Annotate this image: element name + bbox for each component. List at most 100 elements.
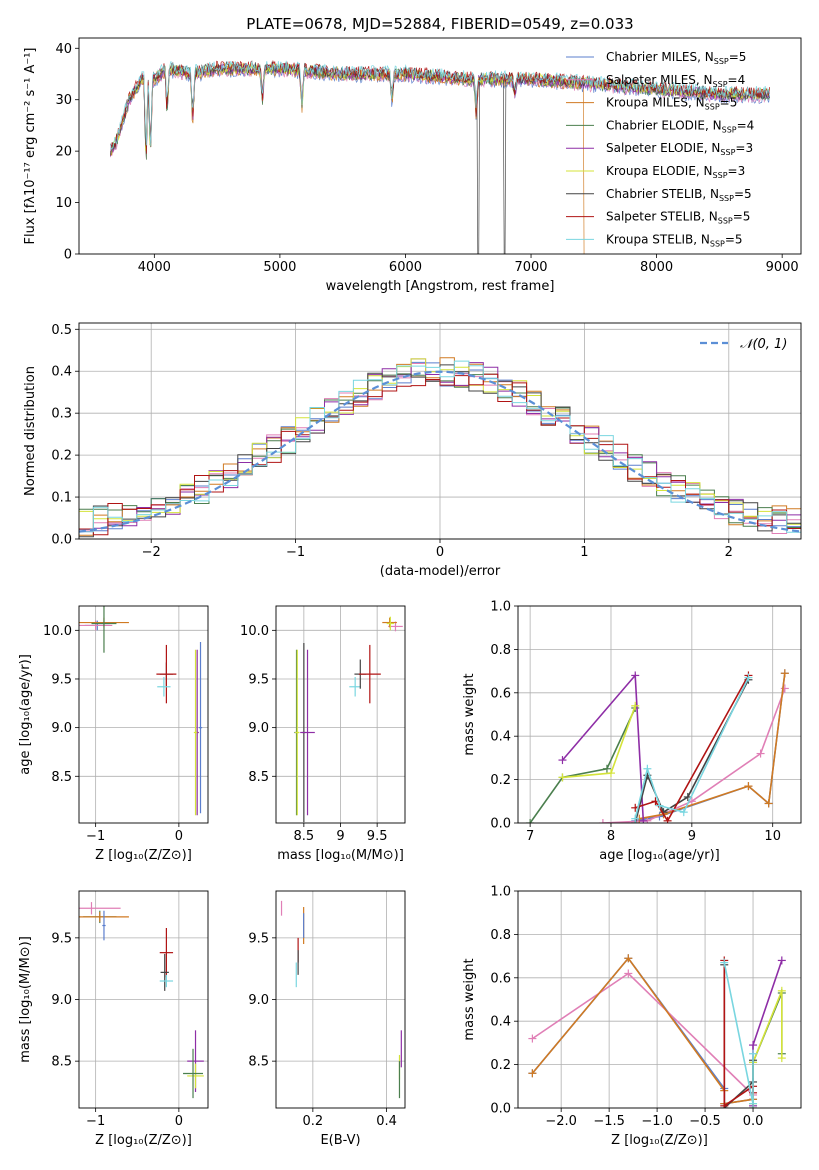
tick-label-x: −0.5 [689,1114,721,1129]
legend-label: Salpeter MILES, NSSP=4 [606,73,745,89]
weight-line-series-3 [529,707,636,823]
legend-label-sub: SSP [705,103,720,112]
errorbar-point [160,953,169,991]
tick-label-y: 0.6 [490,971,511,986]
tick-label-x: 8 [607,829,615,844]
tick-label-x: 0.4 [376,1114,397,1129]
legend-label-prefix: Kroupa STELIB, N [606,232,710,246]
tick-label-y: 9.0 [248,721,269,736]
legend-label-suffix: =5 [725,232,743,246]
legend-label-sub: SSP [713,80,728,89]
tick-label-x: 0 [175,829,183,844]
axis-label-y: Normed distribution [23,366,38,496]
tick-label-y: 0.2 [51,449,72,464]
legend-label-prefix: Chabrier ELODIE, N [606,118,722,132]
tick-label-y: 30 [55,93,72,108]
axis-label-y: mass [log₁₀(M/M⊙)] [18,936,33,1063]
weight-marker [631,814,640,823]
legend-label-sub: SSP [722,125,737,134]
axis-label-y: mass weight [462,958,477,1040]
weight-marker [643,764,652,773]
tick-label-x: 7 [526,829,534,844]
axis-label-x: (data-model)/error [380,564,501,579]
legend-label: Salpeter ELODIE, NSSP=3 [606,141,753,157]
axis-label-x: wavelength [Angstrom, rest frame] [326,279,555,294]
tick-label-y: 0 [64,248,72,263]
plot-area [79,357,801,539]
legend-label-prefix: Chabrier MILES, N [606,50,714,64]
weight-marker [720,958,729,967]
errorbar-point [183,1048,204,1099]
tick-label-y: 0.2 [490,1058,511,1073]
legend-label-suffix: =5 [733,210,751,224]
legend-label-suffix: =5 [734,187,752,201]
axes-mass_weight_vs_z: −2.0 −1.5 −1.0 −0.5 0.0 0.0 0.2 0.4 0.6 0.8 1.0 Z [… [462,885,802,1148]
axis-label-x: Z [log₁₀(Z/Z⊙)] [611,1133,708,1148]
tick-label-y: 0.8 [490,928,511,943]
weight-marker [777,986,786,995]
tick-label-y: 9.0 [51,721,72,736]
axes-residual_histogram: −2 −1 0 1 2 0.0 0.1 0.2 0.3 0.4 0.5 (data-model)/er… [23,322,802,579]
axis-label-x: age [log₁₀(age/yr)] [599,848,720,863]
errorbar-point [198,642,203,814]
tick-label-y: 0.4 [490,1015,511,1030]
axes-mass_vs_ebv: 0.2 0.4 8.5 9.0 9.5 E(B-V) [248,890,406,1148]
legend-label: Chabrier MILES, NSSP=5 [606,50,746,66]
tick-label-y: 1.0 [490,600,511,615]
tick-label-x: 0.2 [303,1114,324,1129]
tick-label-x: 8.5 [294,829,315,844]
tick-label-x: 0 [175,1114,183,1129]
tick-label-y: 10.0 [43,624,72,639]
weight-marker [639,816,648,823]
legend-label-prefix: Chabrier STELIB, N [606,187,719,201]
errorbar-point [79,902,121,915]
legend-label-suffix: =4 [737,118,755,132]
legend-label: Kroupa MILES, NSSP=5 [606,96,737,112]
tick-label-x: −2.0 [545,1114,577,1129]
legend-label-suffix: =3 [735,141,753,155]
weight-marker [558,773,567,782]
weight-line-series-7 [634,675,750,823]
errorbar-point [159,927,174,978]
weight-marker [598,819,607,823]
errorbar-point [386,616,395,631]
tick-label-y: 10 [55,196,72,211]
tick-label-y: 1.0 [490,885,511,900]
axis-label-x: mass [log₁₀(M/M⊙)] [277,848,404,863]
tick-label-x: 9.5 [367,829,388,844]
tick-label-x: −1 [286,545,305,560]
histogram-series-8 [79,360,801,539]
errorbar-point [102,910,106,941]
weight-marker [777,1054,786,1063]
tick-label-x: 9 [688,829,696,844]
plot-area [294,616,403,823]
errorbar-point [159,974,174,988]
legend-label: Salpeter STELIB, NSSP=5 [606,210,750,226]
axis-label-x: Z [log₁₀(Z/Z⊙)] [95,1133,192,1148]
weight-marker [749,1099,758,1108]
plot-area [110,59,770,254]
tick-label-y: 9.0 [51,993,72,1008]
legend-label-prefix: Kroupa MILES, N [606,96,705,110]
plot-area [528,954,786,1108]
axes-mass_vs_z: −1 0 8.5 9.0 9.5 Z [log₁₀(Z/Z⊙)] mass [log₁₀(M… [18,890,209,1148]
axis-label-x: Z [log₁₀(Z/Z⊙)] [95,848,192,863]
tick-label-y: 0.1 [51,491,72,506]
tick-label-x: 8000 [640,260,673,275]
tick-label-y: 9.5 [51,931,72,946]
spectrum-line-series-8 [110,60,770,150]
axes-frame [78,37,802,255]
axes-frame [517,890,802,1109]
legend-label-sub: SSP [720,148,735,157]
weight-marker [624,954,633,963]
weight-marker [744,673,753,682]
legend-label-suffix: =5 [729,50,747,64]
legend-label-prefix: Kroupa ELODIE, N [606,164,713,178]
weight-marker [777,956,786,965]
tick-label-y: 0.0 [490,817,511,832]
weight-marker [624,969,633,978]
tick-label-x: 0.0 [743,1114,764,1129]
errorbar-point [156,644,177,704]
